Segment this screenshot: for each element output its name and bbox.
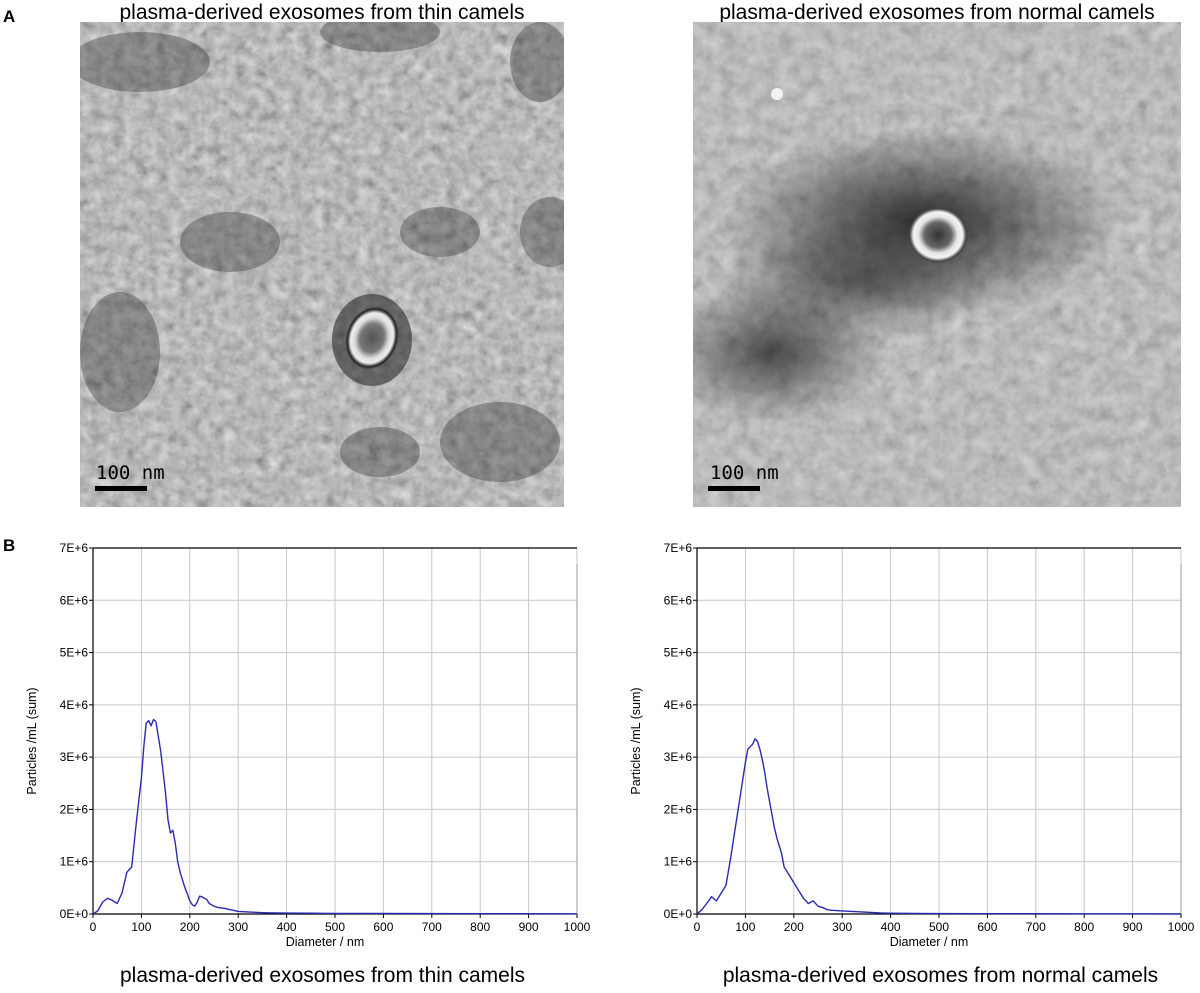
- x-tick-label: 900: [519, 920, 539, 934]
- x-tick-label: 100: [735, 920, 755, 934]
- x-tick-label: 500: [929, 920, 949, 934]
- y-tick-label: 0E+0: [664, 907, 693, 921]
- panel-letter-a: A: [3, 7, 16, 26]
- x-tick-label: 300: [832, 920, 852, 934]
- y-axis-label: Particles /mL (sum): [629, 687, 643, 794]
- em-micrograph-thin: [80, 22, 564, 507]
- x-tick-label: 400: [881, 920, 901, 934]
- x-axis-label: Diameter / nm: [890, 935, 969, 949]
- x-axis-label: Diameter / nm: [286, 935, 365, 949]
- scale-bar-normal: [708, 486, 760, 491]
- series-line: [696, 738, 1182, 915]
- x-tick-label: 0: [90, 920, 97, 934]
- y-tick-label: 6E+6: [664, 593, 693, 607]
- y-tick-label: 6E+6: [60, 593, 89, 607]
- em-micrograph-normal: [693, 22, 1181, 507]
- em-title-normal: plasma-derived exosomes from normal came…: [719, 1, 1155, 24]
- chart-caption-normal: plasma-derived exosomes from normal came…: [722, 964, 1159, 987]
- x-tick-label: 300: [228, 920, 248, 934]
- x-tick-label: 0: [694, 920, 701, 934]
- y-tick-label: 7E+6: [60, 541, 89, 555]
- panel-letter-b: B: [3, 536, 16, 555]
- x-tick-label: 800: [470, 920, 490, 934]
- chart-normal-camels: 0 100 200 300 400 500 600 700 800 900 1000 0E+0 1E+6…: [629, 541, 1195, 949]
- y-tick-label: 4E+6: [664, 698, 693, 712]
- y-tick-label: 1E+6: [60, 855, 89, 869]
- y-tick-label: 3E+6: [664, 750, 693, 764]
- y-tick-label: 4E+6: [60, 698, 89, 712]
- scale-bar-label-normal: 100 nm: [710, 462, 779, 484]
- x-tick-label: 900: [1123, 920, 1143, 934]
- x-tick-label: 1000: [564, 920, 591, 934]
- x-tick-label: 700: [1026, 920, 1046, 934]
- x-tick-label: 600: [373, 920, 393, 934]
- y-tick-label: 3E+6: [60, 750, 89, 764]
- y-tick-label: 2E+6: [664, 802, 693, 816]
- x-tick-label: 700: [422, 920, 442, 934]
- x-tick-label: 1000: [1168, 920, 1195, 934]
- y-tick-label: 0E+0: [60, 907, 89, 921]
- y-tick-label: 7E+6: [664, 541, 693, 555]
- y-tick-label: 1E+6: [664, 855, 693, 869]
- x-tick-label: 500: [325, 920, 345, 934]
- scale-bar-thin: [95, 486, 147, 491]
- x-tick-label: 400: [277, 920, 297, 934]
- x-tick-label: 200: [180, 920, 200, 934]
- x-tick-label: 600: [977, 920, 997, 934]
- x-tick-label: 800: [1074, 920, 1094, 934]
- y-tick-label: 2E+6: [60, 802, 89, 816]
- x-tick-label: 200: [784, 920, 804, 934]
- y-tick-label: 5E+6: [60, 646, 89, 660]
- x-tick-label: 100: [131, 920, 151, 934]
- chart-caption-thin: plasma-derived exosomes from thin camels: [120, 964, 525, 987]
- y-axis-label: Particles /mL (sum): [25, 687, 39, 794]
- em-title-thin: plasma-derived exosomes from thin camels: [119, 1, 525, 24]
- y-tick-label: 5E+6: [664, 646, 693, 660]
- chart-thin-camels: 0 100 200 300 400 500 600 700 800 900 1000 0E+0 1E+6…: [25, 541, 591, 949]
- series-line: [92, 718, 578, 915]
- scale-bar-label-thin: 100 nm: [96, 462, 165, 484]
